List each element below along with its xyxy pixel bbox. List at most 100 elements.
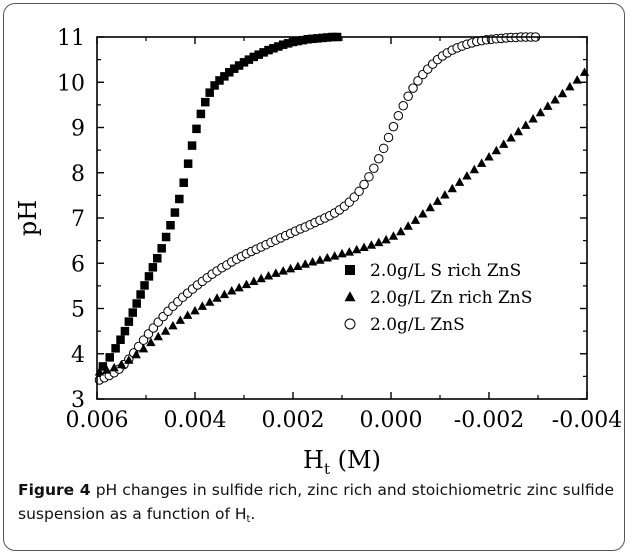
plot-area-border — [96, 36, 588, 400]
data-point — [398, 101, 408, 111]
data-point — [388, 231, 399, 240]
data-point — [170, 208, 180, 217]
data-point — [144, 272, 154, 281]
data-point — [344, 247, 355, 256]
x-axis-label-subscript: t — [324, 460, 330, 478]
data-point — [269, 44, 278, 53]
y-tick-label: 3 — [71, 388, 85, 413]
data-point — [432, 196, 443, 205]
x-tick-label: -0.004 — [552, 408, 622, 433]
data-point — [160, 326, 171, 335]
data-point — [315, 255, 325, 264]
data-point — [447, 183, 457, 193]
data-point — [179, 178, 188, 187]
data-point — [293, 36, 303, 46]
y-tick-label: 8 — [71, 162, 85, 187]
data-point — [410, 215, 421, 224]
data-point — [308, 34, 317, 44]
data-point — [219, 289, 230, 299]
data-point — [550, 95, 560, 104]
x-tick-label: 0.006 — [66, 408, 129, 433]
data-point — [105, 353, 114, 362]
data-point — [166, 220, 175, 230]
data-point — [124, 355, 134, 364]
data-point — [271, 268, 281, 277]
data-point — [190, 305, 200, 315]
data-point — [352, 244, 362, 254]
x-tick-label: -0.002 — [454, 408, 524, 433]
caption-text: pH changes in sulfide rich, zinc rich an… — [18, 481, 614, 523]
x-axis-label-main: H — [303, 446, 324, 474]
x-axis-label-unit: (M) — [330, 446, 381, 474]
data-point — [572, 75, 582, 84]
y-tick-label: 9 — [71, 117, 85, 142]
data-point — [440, 190, 450, 199]
data-point — [249, 276, 259, 285]
data-point — [244, 55, 254, 64]
data-point — [153, 331, 163, 341]
figure-frame — [3, 3, 625, 551]
data-point — [283, 39, 293, 48]
caption-end: . — [250, 505, 256, 523]
data-point — [366, 240, 377, 249]
data-point — [131, 349, 141, 359]
data-point — [413, 76, 423, 86]
data-point — [124, 317, 134, 326]
data-point — [161, 232, 171, 242]
y-tick-label: 10 — [57, 71, 85, 96]
x-axis-label: Ht (M) — [303, 446, 381, 478]
data-point — [359, 242, 369, 252]
axis-ticks: 0.006 0.004 0.002 0.000 -0.002 -0.004 3 4 5 6 7 8 9 1… — [57, 26, 622, 433]
data-point — [364, 172, 374, 182]
data-point — [197, 301, 208, 310]
data-point — [175, 194, 184, 204]
data-point — [383, 132, 394, 143]
data-point — [263, 271, 274, 280]
data-point — [259, 48, 268, 57]
data-point — [264, 45, 273, 55]
data-point — [254, 50, 263, 59]
x-tick-label: 0.004 — [164, 408, 227, 433]
data-point — [183, 159, 193, 168]
chart: 0.006 0.004 0.002 0.000 -0.002 -0.004 3 4 5 6 7 8 9 1… — [14, 26, 622, 478]
data-point — [462, 171, 472, 180]
data-point — [484, 152, 494, 161]
data-point — [393, 110, 404, 121]
data-point — [359, 179, 369, 190]
data-point — [285, 263, 296, 273]
data-point — [225, 68, 234, 77]
data-point — [579, 67, 590, 76]
figure-label: Figure 4 — [18, 481, 91, 499]
data-point — [201, 97, 210, 107]
legend-marker — [344, 291, 356, 302]
data-point — [557, 88, 568, 98]
data-point — [196, 109, 206, 119]
data-point — [303, 35, 312, 44]
data-point — [274, 42, 283, 51]
data-point — [210, 81, 219, 90]
legend-marker — [344, 318, 356, 330]
data-point — [116, 335, 125, 344]
data-point — [337, 248, 347, 258]
data-point — [403, 91, 413, 102]
data-point — [313, 34, 322, 43]
data-point — [241, 279, 252, 289]
data-point — [116, 359, 127, 369]
data-point — [278, 266, 288, 275]
data-point — [418, 209, 428, 218]
data-point — [148, 263, 158, 272]
data-point — [506, 133, 516, 142]
data-point — [205, 88, 214, 97]
data-point — [381, 234, 391, 244]
data-point — [425, 202, 435, 212]
data-point — [98, 362, 108, 371]
data-point — [136, 290, 145, 299]
data-point — [528, 114, 538, 123]
data-point — [153, 254, 162, 263]
data-point — [128, 308, 138, 317]
legend-marker — [345, 265, 355, 275]
data-point — [220, 72, 229, 81]
data-point — [249, 52, 259, 62]
legend-label: 2.0g/L Zn rich ZnS — [370, 288, 532, 308]
y-tick-label: 4 — [71, 343, 85, 368]
